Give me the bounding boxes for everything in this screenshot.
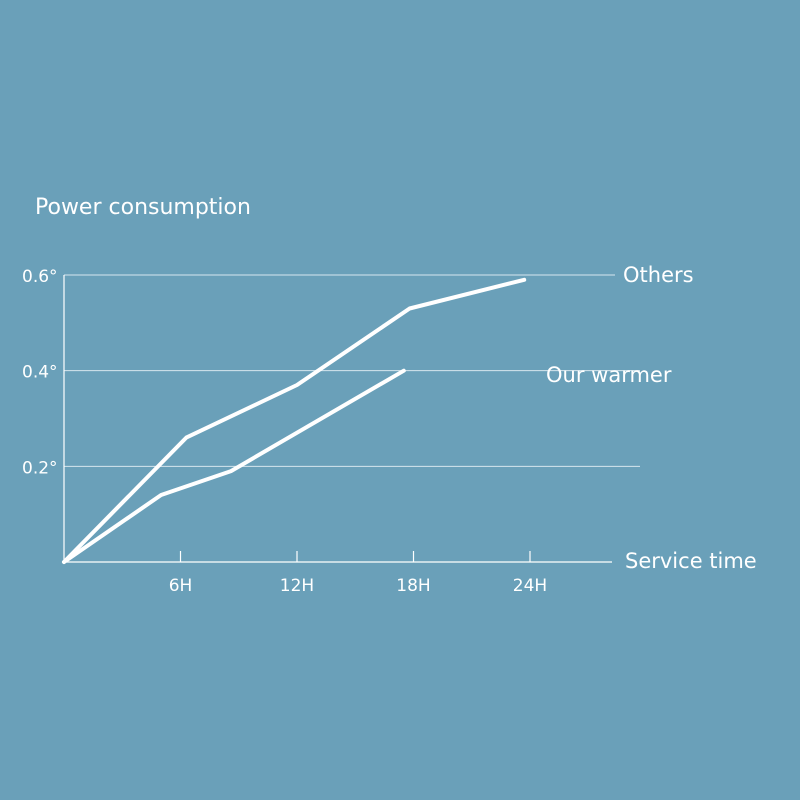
y-axis-label: Power consumption [35,195,251,220]
x-tick-label: 12H [280,576,314,596]
series-line-our-warmer [62,368,406,564]
y-ticks: 0.2° 0.4° 0.6° [22,267,58,478]
x-tick-label: 24H [513,576,547,596]
series-lines [62,277,527,564]
axes [63,275,612,563]
series-line-others [62,277,527,564]
series-label-others: Others [623,263,694,287]
x-tick-label: 6H [169,576,193,596]
y-tick-label: 0.2° [22,458,58,478]
y-tick-label: 0.4° [22,363,58,383]
x-ticks: 6H 12H 18H 24H [169,551,547,596]
x-tick-label: 18H [396,576,430,596]
series-label-our-warmer: Our warmer [546,363,672,387]
y-tick-label: 0.6° [22,267,58,287]
x-axis-label: Service time [625,549,757,573]
